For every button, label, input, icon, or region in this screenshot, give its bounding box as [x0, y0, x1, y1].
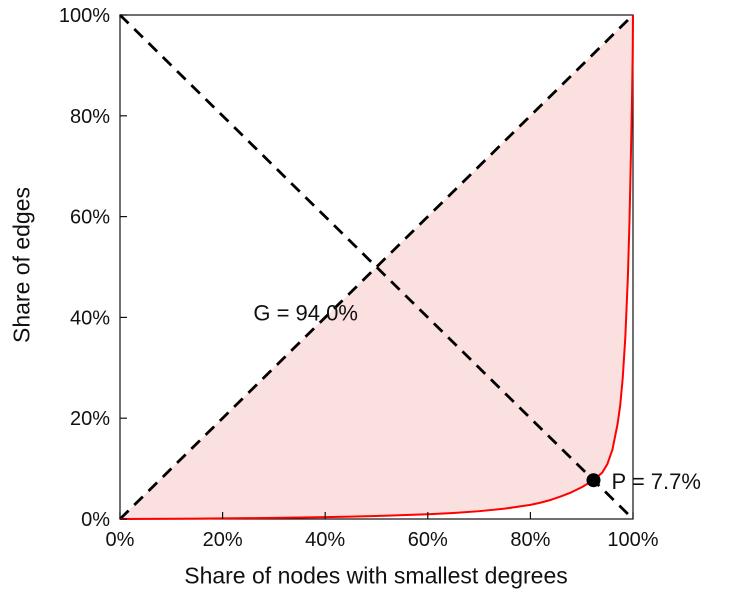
y-tick-label: 80%	[70, 106, 110, 128]
gini-shaded-region	[120, 15, 633, 519]
y-axis-label: Share of edges	[8, 186, 35, 344]
x-axis-label: Share of nodes with smallest degrees	[184, 562, 568, 589]
x-tick-label: 60%	[408, 529, 448, 551]
gini-label: G = 94.0%	[253, 300, 358, 325]
y-tick-label: 100%	[59, 5, 110, 27]
y-tick-label: 60%	[70, 207, 110, 229]
x-tick-label: 0%	[106, 529, 135, 551]
y-tick-label: 40%	[70, 307, 110, 329]
intersection-point-marker	[586, 473, 601, 488]
x-tick-label: 20%	[203, 529, 243, 551]
lorenz-curve	[119, 14, 634, 520]
x-tick-label: 40%	[305, 529, 345, 551]
axes-box	[119, 14, 634, 520]
x-tick-label: 80%	[510, 529, 550, 551]
x-tick-label: 100%	[607, 529, 658, 551]
y-tick-label: 20%	[70, 408, 110, 430]
p-label: P = 7.7%	[611, 469, 701, 494]
y-tick-label: 0%	[81, 509, 110, 531]
